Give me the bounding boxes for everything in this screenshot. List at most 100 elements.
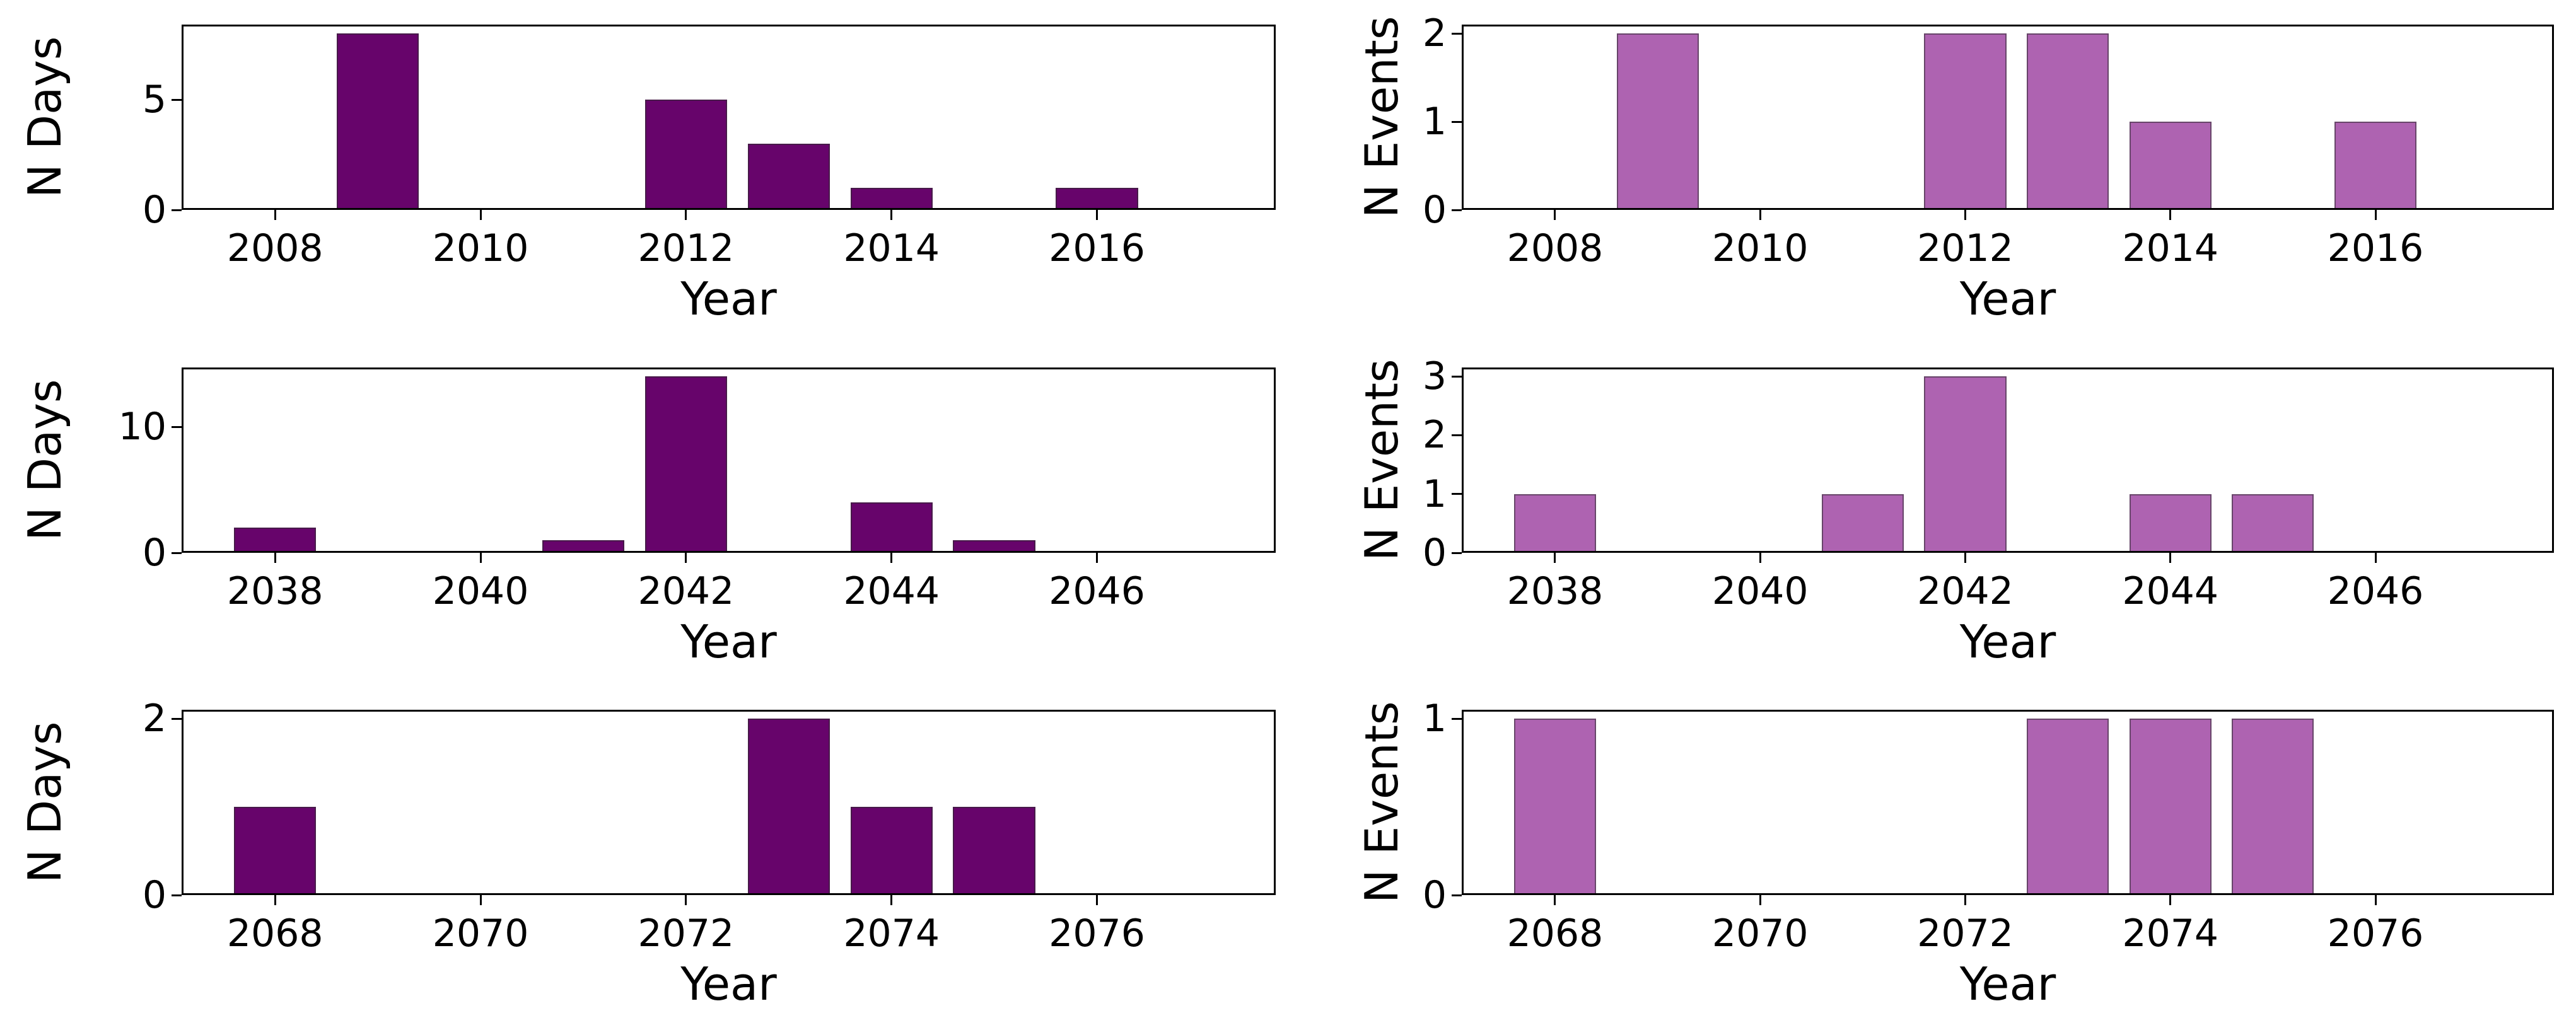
subplot-row1-n-events: N Events 2008 2010 2012 2014 2016 0 1 2 Year: [1355, 11, 2554, 325]
x-tick-label: 2072: [1917, 911, 2014, 956]
x-tick-label: 2076: [2327, 911, 2424, 956]
y-tick-mark: [172, 98, 182, 101]
x-tick-mark: [1964, 895, 1966, 905]
x-tick-label: 2040: [1711, 569, 1809, 613]
y-tick-label: 0: [1422, 531, 1447, 575]
axis-spine-bottom: [182, 551, 1276, 553]
x-axis-label: Year: [1959, 957, 2056, 1010]
x-tick-label: 2012: [1917, 226, 2014, 270]
x-tick-mark: [2374, 210, 2377, 220]
axis-spine-right: [2552, 710, 2554, 895]
x-tick-label: 2046: [2327, 569, 2424, 613]
y-tick-label: 1: [1422, 100, 1447, 144]
x-tick-mark: [1096, 895, 1099, 905]
x-tick-label: 2014: [843, 226, 940, 270]
y-tick-label: 0: [142, 188, 166, 232]
bar: [1616, 33, 1699, 210]
bar: [2027, 719, 2109, 895]
x-tick-mark: [890, 210, 893, 220]
bar: [542, 540, 625, 553]
x-tick-mark: [2169, 210, 2172, 220]
y-tick-mark: [1452, 32, 1462, 35]
x-tick-mark: [2169, 553, 2172, 563]
x-tick-mark: [479, 553, 482, 563]
x-tick-mark: [274, 210, 276, 220]
x-tick-label: 2014: [2122, 226, 2219, 270]
y-tick-label: 0: [1422, 873, 1447, 917]
x-tick-mark: [2374, 895, 2377, 905]
x-tick-mark: [1096, 210, 1099, 220]
axis-spine-top: [1462, 710, 2554, 712]
x-tick-label: 2072: [638, 911, 735, 956]
axis-spine-bottom: [1462, 208, 2554, 210]
y-tick-mark: [1452, 894, 1462, 896]
axis-spine-bottom: [182, 893, 1276, 895]
x-tick-label: 2068: [226, 911, 323, 956]
plot-area: 2068 2070 2072 2074 2076 0 2: [143, 697, 1276, 956]
x-axis-label: Year: [1959, 272, 2056, 325]
bar: [850, 807, 933, 895]
bar: [953, 540, 1035, 553]
bar: [2027, 33, 2109, 210]
bar: [336, 33, 419, 210]
axis-spine-top: [1462, 25, 2554, 26]
bar: [747, 144, 830, 210]
subplot-row2-n-days: N Days 2038 2040 2042 2044 2046 0 10 Year: [18, 367, 1276, 668]
axis-spine-bottom: [1462, 893, 2554, 895]
x-tick-mark: [1554, 210, 1556, 220]
axis-spine-left: [1462, 710, 1464, 895]
y-tick-label: 2: [1422, 11, 1447, 55]
y-axis-label: N Days: [18, 721, 71, 884]
y-tick-label: 0: [142, 531, 166, 575]
plot-area: 2038 2040 2042 2044 2046 0 10: [119, 367, 1276, 613]
bar: [2129, 719, 2212, 895]
bar: [1056, 188, 1138, 210]
axis-spine-left: [1462, 367, 1464, 553]
y-tick-label: 0: [1422, 188, 1447, 232]
y-tick-mark: [1452, 120, 1462, 123]
x-tick-mark: [685, 210, 687, 220]
x-tick-label: 2042: [638, 569, 735, 613]
bar: [747, 719, 830, 895]
axis-spine-bottom: [182, 208, 1276, 210]
x-axis-label: Year: [680, 957, 777, 1010]
bar: [2129, 122, 2212, 210]
x-tick-mark: [1964, 210, 1966, 220]
y-tick-mark: [172, 209, 182, 211]
subplot-row2-n-events: N Events 2038 2040 2042 2044 2046 0 1 2 3 Year: [1355, 354, 2554, 668]
plot-area: 2008 2010 2012 2014 2016 0 5: [143, 25, 1276, 270]
x-tick-label: 2074: [843, 911, 940, 956]
x-tick-mark: [2169, 895, 2172, 905]
bar: [234, 807, 317, 895]
x-tick-label: 2040: [432, 569, 529, 613]
y-tick-mark: [1452, 375, 1462, 378]
y-tick-mark: [172, 717, 182, 720]
y-tick-label: 1: [1422, 471, 1447, 516]
x-tick-mark: [1964, 553, 1966, 563]
bar: [1821, 494, 1904, 553]
y-tick-label: 5: [142, 78, 166, 122]
x-tick-label: 2008: [1507, 226, 1604, 270]
x-tick-mark: [274, 553, 276, 563]
x-tick-label: 2068: [1507, 911, 1604, 956]
x-tick-mark: [1554, 553, 1556, 563]
x-tick-label: 2012: [638, 226, 735, 270]
axis-spine-top: [1462, 367, 2554, 369]
x-tick-label: 2042: [1917, 569, 2014, 613]
axis-spine-bottom: [1462, 551, 2554, 553]
bar: [2334, 122, 2417, 210]
x-tick-mark: [685, 553, 687, 563]
bar: [2129, 494, 2212, 553]
y-tick-mark: [1452, 493, 1462, 495]
axis-spine-left: [1462, 25, 1464, 210]
x-tick-mark: [1096, 553, 1099, 563]
x-tick-mark: [1554, 895, 1556, 905]
bar: [644, 376, 728, 553]
y-tick-mark: [1452, 717, 1462, 720]
bar: [644, 100, 728, 210]
axis-spine-right: [2552, 25, 2554, 210]
x-tick-mark: [479, 210, 482, 220]
axis-spine-left: [182, 367, 184, 553]
x-tick-mark: [890, 553, 893, 563]
